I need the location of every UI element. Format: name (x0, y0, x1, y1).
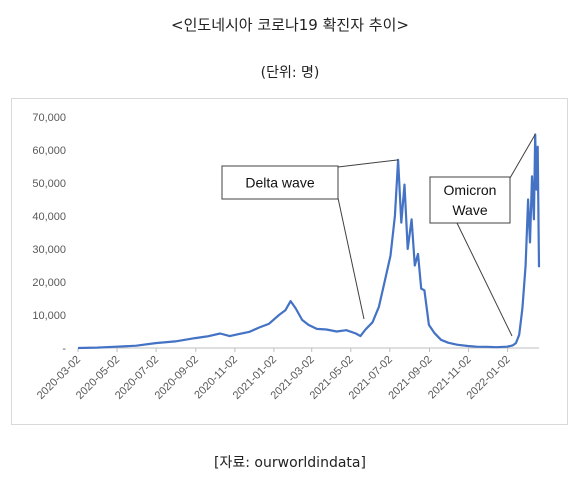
annotation-box (221, 165, 339, 200)
annotations: Delta wave Omicron Wave (221, 134, 536, 337)
chart-frame: - 10,000 20,000 30,000 40,000 50,000 60,000 70,… (11, 98, 568, 425)
annotation-label: Omicron (444, 182, 497, 198)
y-tick-label: 10,000 (32, 310, 66, 322)
y-tick-label: 20,000 (32, 277, 66, 289)
series-line-daily-cases (77, 133, 541, 350)
y-tick-label: 50,000 (32, 178, 66, 190)
y-tick-label: 40,000 (32, 211, 66, 223)
line-chart: - 10,000 20,000 30,000 40,000 50,000 60,000 70,… (32, 112, 541, 402)
annotation-label: Delta wave (245, 175, 314, 191)
annotation-box (429, 176, 511, 224)
y-tick-label: 60,000 (32, 145, 66, 157)
unit-subtitle: (단위: 명) (260, 65, 320, 81)
annotation-leader-line (337, 159, 399, 168)
annotation-leader-line (337, 197, 365, 320)
x-axis: 2020-03-022020-05-022020-07-022020-09-02… (35, 348, 513, 402)
annotation-leader-line (456, 222, 513, 337)
source-note: [자료: ourworldindata] (214, 455, 366, 471)
y-tick-label: 30,000 (32, 244, 66, 256)
y-axis: - 10,000 20,000 30,000 40,000 50,000 60,000 70,… (32, 112, 66, 355)
annotation-leader-line (509, 134, 536, 179)
y-tick-label: 70,000 (32, 112, 66, 124)
page-title: <인도네시아 코로나19 확진자 추이> (171, 16, 409, 34)
annotation-label: Wave (452, 202, 487, 218)
y-tick-label: - (62, 343, 66, 355)
